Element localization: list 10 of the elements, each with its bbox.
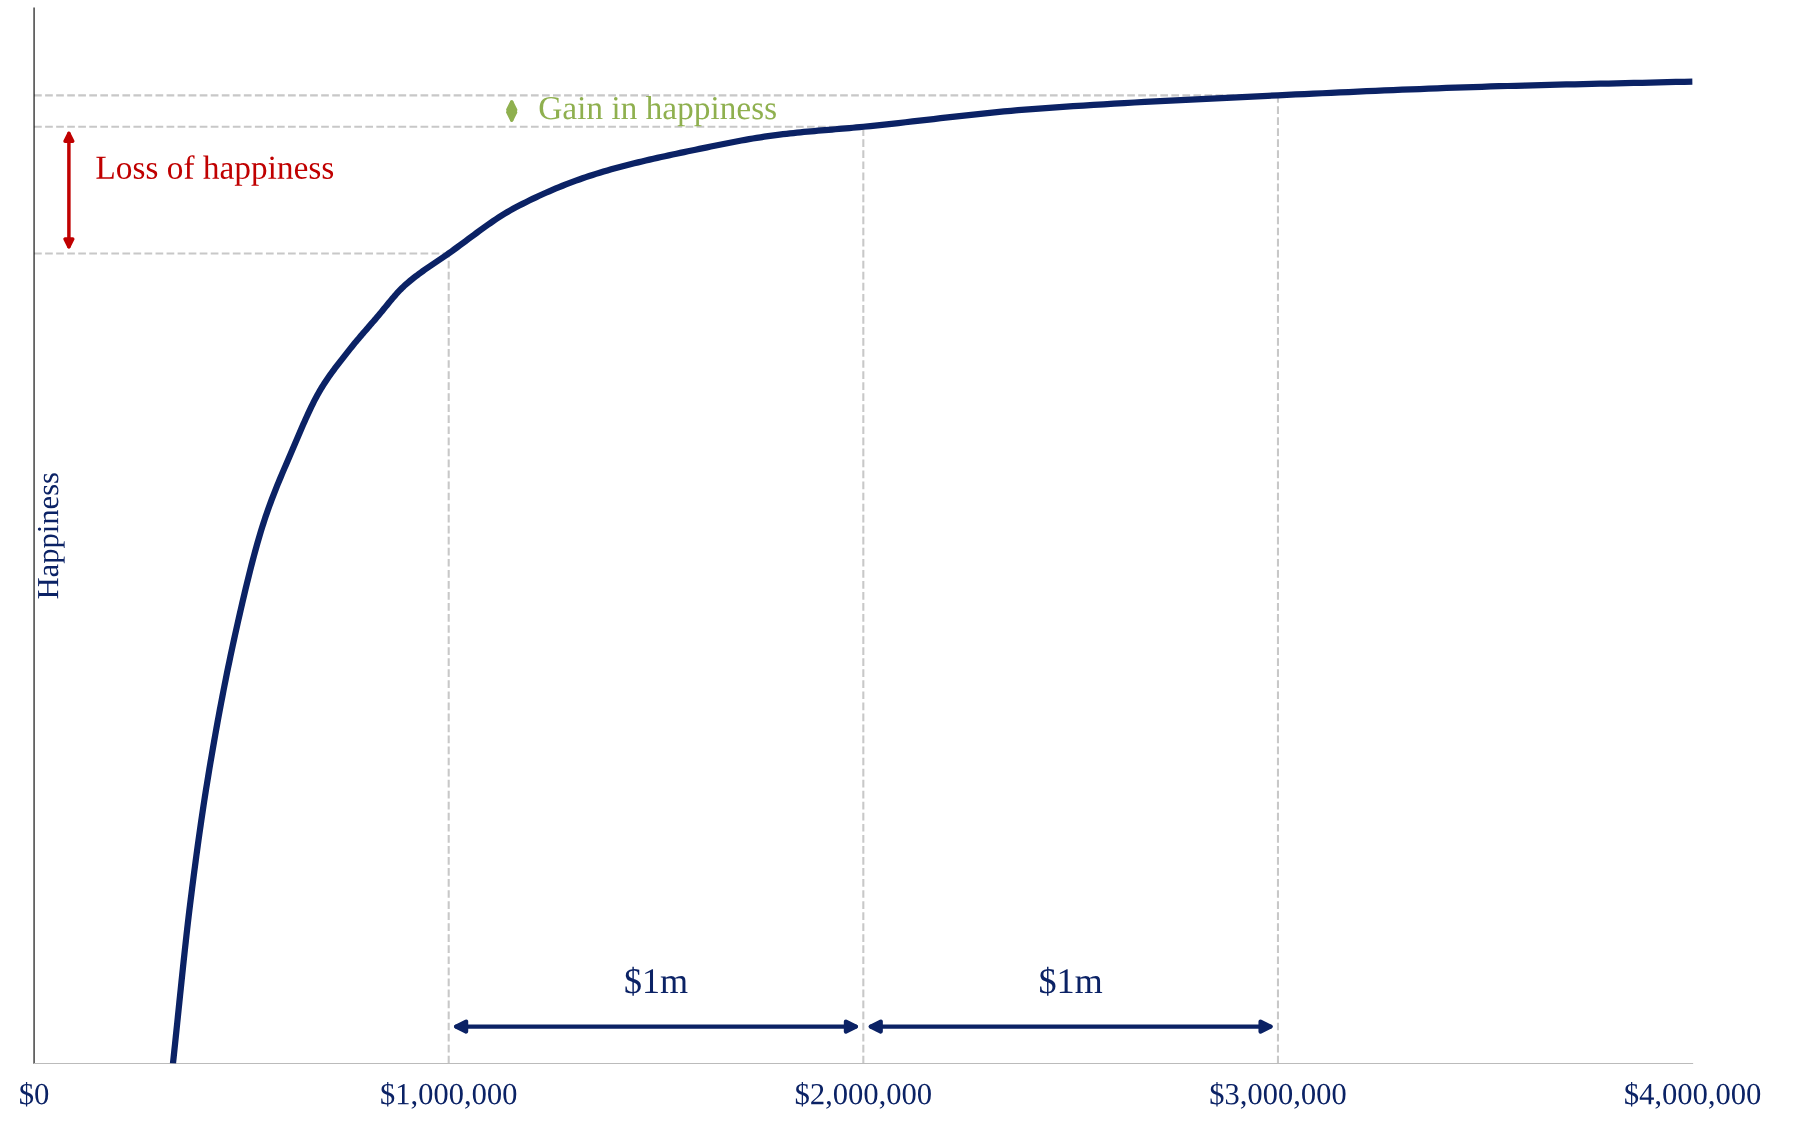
y-axis-title: Happiness xyxy=(37,473,65,599)
x-tick-label: $4,000,000 xyxy=(1625,1082,1761,1109)
annotation: Gain in happiness xyxy=(539,95,776,127)
x-tick-label: $2,000,000 xyxy=(795,1082,931,1109)
x-tick-label: $0 xyxy=(20,1082,49,1107)
x-tick-label: $3,000,000 xyxy=(1210,1082,1346,1109)
annotation: Loss of happiness xyxy=(96,155,334,186)
x-tick-label: $1,000,000 xyxy=(381,1082,517,1109)
annotation: $1m xyxy=(1040,966,1103,996)
annotation: $1m xyxy=(625,966,688,996)
